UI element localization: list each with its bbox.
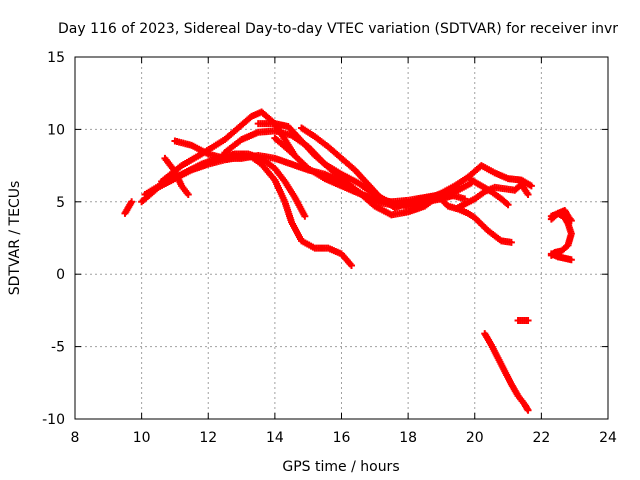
y-axis-label: SDTVAR / TECUs: [7, 181, 23, 296]
series-track-k: [411, 162, 535, 207]
x-tick-label: 16: [333, 430, 351, 446]
x-tick-label: 22: [532, 430, 550, 446]
series-track-a: [121, 198, 136, 217]
y-tick-label: -5: [51, 340, 65, 356]
series-track-j: [298, 124, 469, 212]
series-track-r: [547, 206, 575, 225]
data-point: [507, 238, 515, 246]
data-point: [128, 198, 136, 206]
data-point: [524, 191, 532, 199]
series-track-o: [514, 317, 532, 325]
data-point: [527, 182, 535, 190]
data-point: [503, 200, 511, 208]
x-axis-label: GPS time / hours: [282, 459, 399, 475]
data-point: [347, 262, 355, 270]
grid-layer: [75, 57, 608, 419]
chart-title: Day 116 of 2023, Sidereal Day-to-day VTE…: [58, 21, 618, 37]
data-point: [567, 256, 575, 264]
x-tick-label: 8: [71, 430, 80, 446]
y-tick-label: 5: [56, 195, 65, 211]
plot-frame: [74, 56, 609, 420]
series-track-l: [454, 180, 532, 212]
data-point: [524, 406, 532, 414]
ticks-layer: 8 10 12 14 16 18 20 22 24 -10 -5 0 5 10 15: [42, 50, 617, 446]
y-tick-label: 15: [47, 50, 65, 66]
data-point: [524, 317, 532, 325]
x-tick-label: 10: [133, 430, 151, 446]
x-tick-label: 12: [199, 430, 217, 446]
series-track-m: [467, 176, 512, 209]
series-track-d: [141, 150, 309, 220]
data-point: [504, 201, 512, 209]
x-tick-label: 20: [466, 430, 484, 446]
y-tick-label: 10: [47, 122, 65, 138]
x-tick-label: 14: [266, 430, 284, 446]
series-track-n: [481, 330, 532, 414]
x-tick-label: 24: [599, 430, 617, 446]
data-point: [567, 217, 575, 225]
data-points: [121, 108, 575, 414]
data-point: [301, 212, 309, 220]
y-tick-label: -10: [42, 412, 65, 428]
data-point: [184, 191, 192, 199]
series-track-q: [547, 250, 575, 264]
x-tick-label: 18: [399, 430, 417, 446]
y-tick-label: 0: [56, 267, 65, 283]
